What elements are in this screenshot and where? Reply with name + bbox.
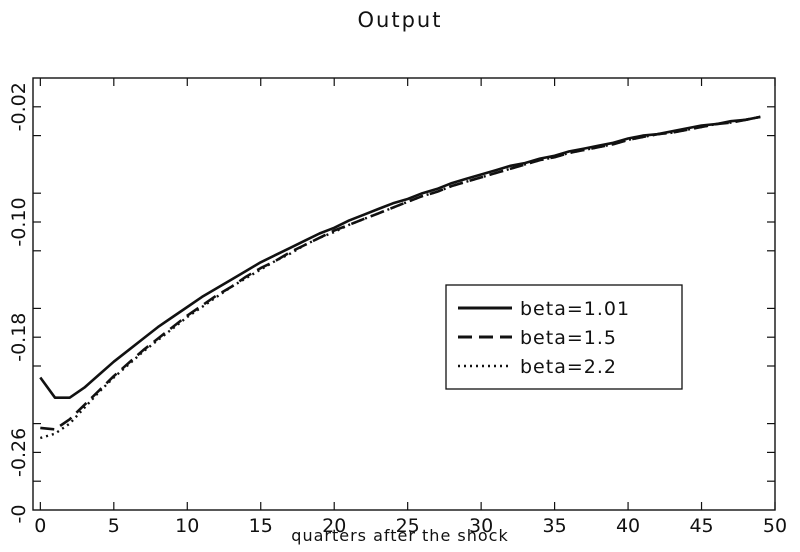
x-tick-label: 50: [763, 515, 787, 537]
x-tick-label: 45: [689, 515, 713, 537]
x-tick-label: 0: [34, 515, 46, 537]
x-tick-label: 30: [469, 515, 493, 537]
chart-title: Output: [357, 8, 443, 32]
legend-label-3: beta=2.2: [520, 356, 617, 378]
plot-frame: [32, 77, 776, 511]
legend-label-1: beta=1.01: [520, 298, 630, 320]
y-tick-label: -0: [8, 505, 30, 524]
x-tick-label: 15: [249, 515, 273, 537]
y-tick-label: -0.02: [8, 82, 30, 131]
x-axis-label: quarters after the shock: [291, 526, 509, 545]
series-line-1: [39, 115, 761, 400]
series-line-3: [39, 115, 761, 440]
y-tick-label: -0.10: [8, 197, 30, 246]
x-tick-label: 25: [396, 515, 420, 537]
y-tick-label: -0.26: [8, 428, 30, 477]
y-tick-label: -0.18: [8, 313, 30, 362]
x-tick-label: 5: [108, 515, 120, 537]
x-tick-label: 40: [616, 515, 640, 537]
x-tick-label: 35: [543, 515, 567, 537]
x-tick-label: 10: [175, 515, 199, 537]
legend-label-2: beta=1.5: [520, 327, 617, 349]
x-tick-label: 20: [322, 515, 346, 537]
